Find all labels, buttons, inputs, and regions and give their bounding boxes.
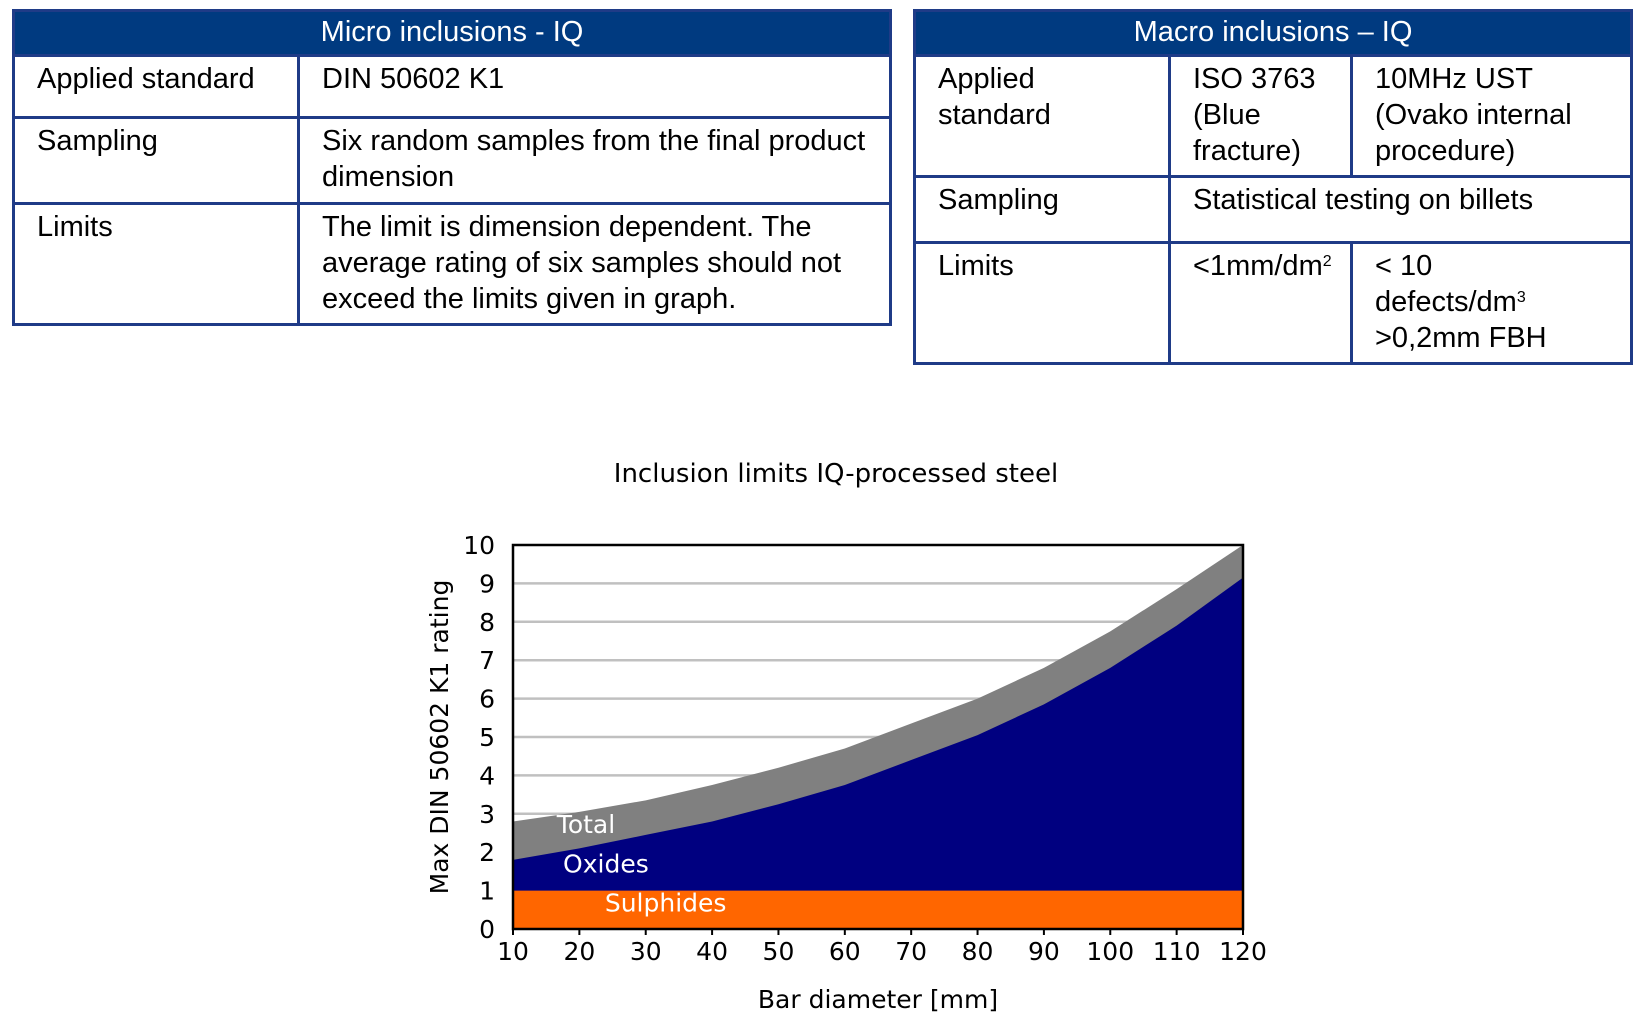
macro-applied-value-2: 10MHz UST (Ovako internal procedure) [1350,54,1633,178]
micro-limits-value: The limit is dimension dependent. The av… [297,202,892,326]
plot-frame [511,543,1245,931]
series-labels: Sulphides Oxides Total [556,810,727,918]
micro-applied-label: Applied standard [12,54,300,119]
macro-limit-1: <1mm/dm2 [1168,241,1353,365]
macro-applied-label: Applied standard [913,54,1171,178]
macro-limit-2-line2: defects/dm3 [1375,284,1608,320]
series-label-oxides: Oxides [563,850,649,879]
micro-inclusions-table: Micro inclusions - IQ Applied standard D… [12,9,892,326]
macro-limit-2: < 10 defects/dm3 >0,2mm FBH [1350,241,1633,365]
x-tick-label: 70 [895,937,927,966]
y-tick-label: 10 [463,531,495,560]
macro-limits-label: Limits [913,241,1171,365]
y-tick-label: 1 [479,877,495,906]
area-oxides [513,577,1243,929]
y-tick-label: 6 [479,685,495,714]
x-axis-label: Bar diameter [mm] [758,985,998,1014]
x-tick-label: 20 [563,937,595,966]
macro-limit-1-sup: 2 [1322,253,1332,270]
y-tick-label: 4 [479,761,495,790]
series-label-sulphides: Sulphides [605,889,727,918]
y-tick-label: 2 [479,838,495,867]
macro-sampling-value: Statistical testing on billets [1168,175,1633,244]
x-tick-label: 60 [829,937,861,966]
macro-limit-1-base: <1mm/dm [1193,250,1323,282]
micro-applied-value: DIN 50602 K1 [297,54,892,119]
macro-table-title: Macro inclusions – IQ [913,9,1633,57]
macro-limit-2-base: defects/dm [1375,286,1517,318]
chart-title: Inclusion limits IQ-processed steel [614,459,1058,489]
y-axis-ticks: 0 1 2 3 4 5 6 7 8 9 10 [463,531,495,944]
y-tick-label: 7 [479,646,495,675]
series-label-total: Total [556,810,615,839]
x-tick-label: 120 [1219,937,1267,966]
macro-limit-2-sup: 3 [1516,289,1526,306]
area-sulphides [513,890,1243,929]
chart-areas [513,545,1243,929]
x-axis-ticks: 10 20 30 40 50 60 70 80 90 100 110 120 [497,929,1267,966]
macro-inclusions-table: Macro inclusions – IQ Applied standard I… [913,9,1633,365]
x-tick-label: 100 [1086,937,1134,966]
micro-sampling-label: Sampling [12,116,300,205]
x-tick-label: 90 [1028,937,1060,966]
y-tick-label: 9 [479,569,495,598]
x-tick-label: 50 [763,937,795,966]
x-tick-label: 80 [962,937,994,966]
micro-sampling-value: Six random samples from the final produc… [297,116,892,205]
y-axis-label: Max DIN 50602 K1 rating [425,580,454,895]
y-tick-label: 8 [479,608,495,637]
micro-table-title: Micro inclusions - IQ [12,9,892,57]
macro-limit-2-line1: < 10 [1375,250,1433,282]
x-tick-label: 40 [696,937,728,966]
micro-limits-label: Limits [12,202,300,326]
y-tick-label: 3 [479,800,495,829]
y-tick-label: 0 [479,915,495,944]
x-tick-label: 30 [630,937,662,966]
x-tick-label: 110 [1153,937,1201,966]
macro-sampling-label: Sampling [913,175,1171,244]
y-tick-label: 5 [479,723,495,752]
macro-applied-value-1: ISO 3763 (Blue fracture) [1168,54,1353,178]
macro-limit-2-line3: >0,2mm FBH [1375,322,1547,354]
x-tick-label: 10 [497,937,529,966]
